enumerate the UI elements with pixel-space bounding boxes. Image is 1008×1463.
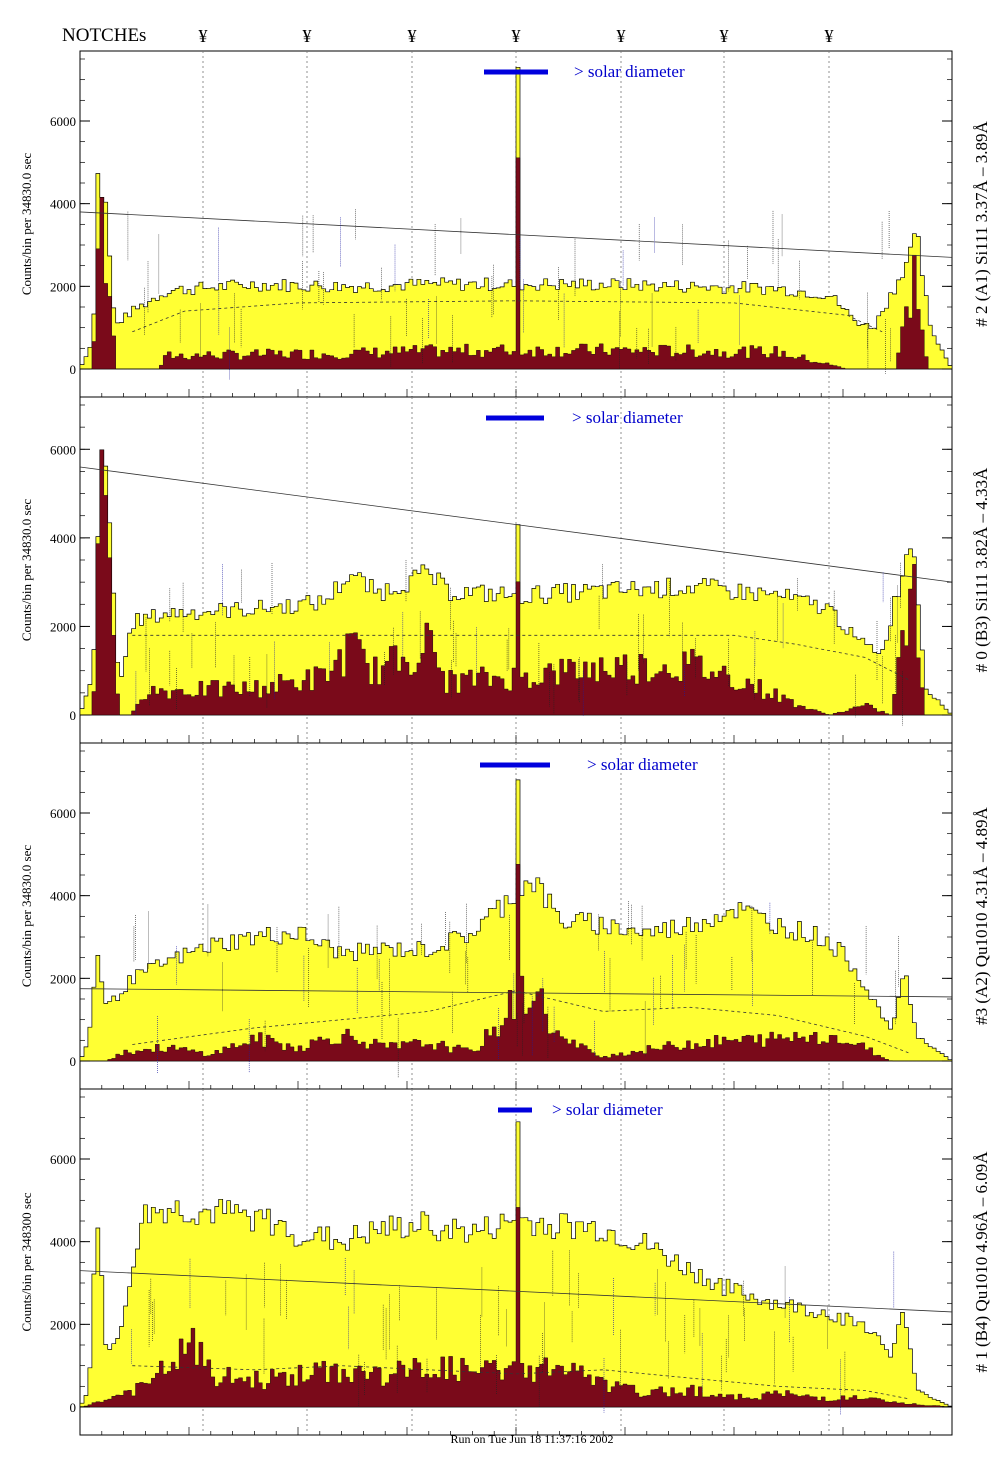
y-tick-label: 0 <box>70 362 77 377</box>
y-tick-label: 4000 <box>50 1235 76 1250</box>
panel-title: # 1 (B4) Qu1010 4.96Å – 6.09Å <box>972 1151 991 1373</box>
panel-4: 0 2000 4000 6000 Counts/bin per 348300 sec # … <box>19 1088 991 1436</box>
model-curve <box>132 300 883 333</box>
panel-2: 0 2000 4000 6000 Counts/bin per 34830.0 sec #… <box>19 396 991 744</box>
notch-mark-7: ¥ <box>825 26 834 46</box>
y-axis-label: Counts/bin per 348300 sec <box>19 1192 34 1331</box>
y-tick-label: 2000 <box>50 1317 76 1332</box>
panel-title: # 0 (B3) Si111 3.82Å – 4.33Å <box>972 467 991 672</box>
model-curve <box>132 1365 909 1400</box>
panels: 0 2000 4000 6000 Counts/bin per 34830.0 sec #… <box>19 50 991 1436</box>
background-counts-area <box>79 1207 953 1408</box>
model-curve <box>132 634 909 680</box>
y-tick-label: 0 <box>70 1054 77 1069</box>
y-axis-label: Counts/bin per 34830.0 sec <box>19 499 34 641</box>
background-counts-area <box>80 449 952 716</box>
y-tick-label: 6000 <box>50 442 76 457</box>
notch-mark-2: ¥ <box>303 26 312 46</box>
panel-title: #3 (A2) Qu1010 4.31Å – 4.89Å <box>972 806 991 1024</box>
fit-line <box>79 988 953 998</box>
y-tick-label: 4000 <box>50 197 76 212</box>
y-tick-label: 4000 <box>50 531 76 546</box>
fit-line <box>79 211 953 258</box>
notch-mark-3: ¥ <box>408 26 417 46</box>
panel-3: 0 2000 4000 6000 Counts/bin per 34830.0 sec #… <box>19 742 991 1090</box>
y-tick-label: 2000 <box>50 971 76 986</box>
background-counts-area <box>80 864 952 1062</box>
y-axis-label: Counts/bin per 34830.0 sec <box>19 153 34 295</box>
y-tick-label: 6000 <box>50 1152 76 1167</box>
notch-mark-5: ¥ <box>617 26 626 46</box>
notch-mark-4: ¥ <box>512 26 521 46</box>
notches-title: NOTCHEs <box>62 25 146 46</box>
y-axis-label: Counts/bin per 34830.0 sec <box>19 845 34 987</box>
y-tick-label: 0 <box>70 1400 77 1415</box>
fit-line <box>79 1270 953 1313</box>
background-counts-area <box>80 157 952 370</box>
solar-diameter-label: > solar diameter <box>552 1100 663 1119</box>
notch-mark-1: ¥ <box>199 26 208 46</box>
y-tick-label: 6000 <box>50 114 76 129</box>
panel-1: 0 2000 4000 6000 Counts/bin per 34830.0 sec #… <box>19 50 991 398</box>
y-tick-label: 6000 <box>50 806 76 821</box>
solar-diameter-label: > solar diameter <box>574 62 685 81</box>
notch-marks: ¥ ¥ ¥ ¥ ¥ ¥ ¥ <box>199 26 834 46</box>
fit-line <box>79 466 953 583</box>
y-tick-label: 0 <box>70 708 77 723</box>
y-tick-label: 2000 <box>50 279 76 294</box>
run-label: Run on Tue Jun 18 11:37:16 2002 <box>451 1432 614 1446</box>
notch-mark-6: ¥ <box>720 26 729 46</box>
y-tick-label: 4000 <box>50 889 76 904</box>
solar-diameter-label: > solar diameter <box>572 408 683 427</box>
model-curve <box>132 990 909 1054</box>
panel-title: # 2 (A1) Si111 3.37Å – 3.89Å <box>972 120 991 326</box>
solar-diameter-label: > solar diameter <box>587 755 698 774</box>
y-tick-label: 2000 <box>50 619 76 634</box>
